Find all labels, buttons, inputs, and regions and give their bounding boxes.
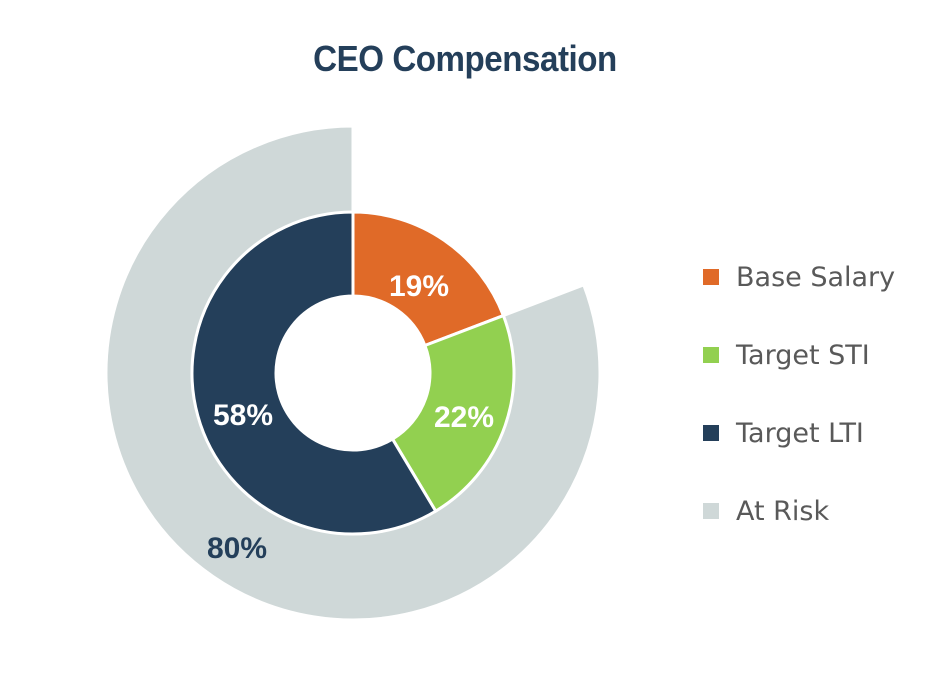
legend-swatch-icon [703,347,719,363]
segment-target-sti [390,313,516,514]
segment-at-risk [104,124,602,622]
legend-item-target-lti: Target LTI [703,394,895,472]
legend-label: Base Salary [736,261,896,293]
legend-swatch-icon [703,503,719,519]
segment-target-lti [190,210,438,536]
label-at-risk: 80% [207,532,267,565]
donut-rings [104,124,602,622]
legend-label: Target STI [736,339,870,371]
chart-legend: Base Salary Target STI Target LTI At Ris… [703,238,895,550]
legend-item-target-sti: Target STI [703,316,895,394]
legend-swatch-icon [703,269,719,285]
legend-item-base-salary: Base Salary [703,238,895,316]
segment-base-salary [351,210,506,348]
label-target-sti: 22% [434,401,494,434]
label-base-salary: 19% [389,270,449,303]
legend-label: Target LTI [736,417,864,449]
legend-swatch-icon [703,425,719,441]
legend-label: At Risk [736,495,830,527]
label-target-lti: 58% [213,399,273,432]
chart-title: CEO Compensation [313,38,617,79]
legend-item-at-risk: At Risk [703,472,895,550]
